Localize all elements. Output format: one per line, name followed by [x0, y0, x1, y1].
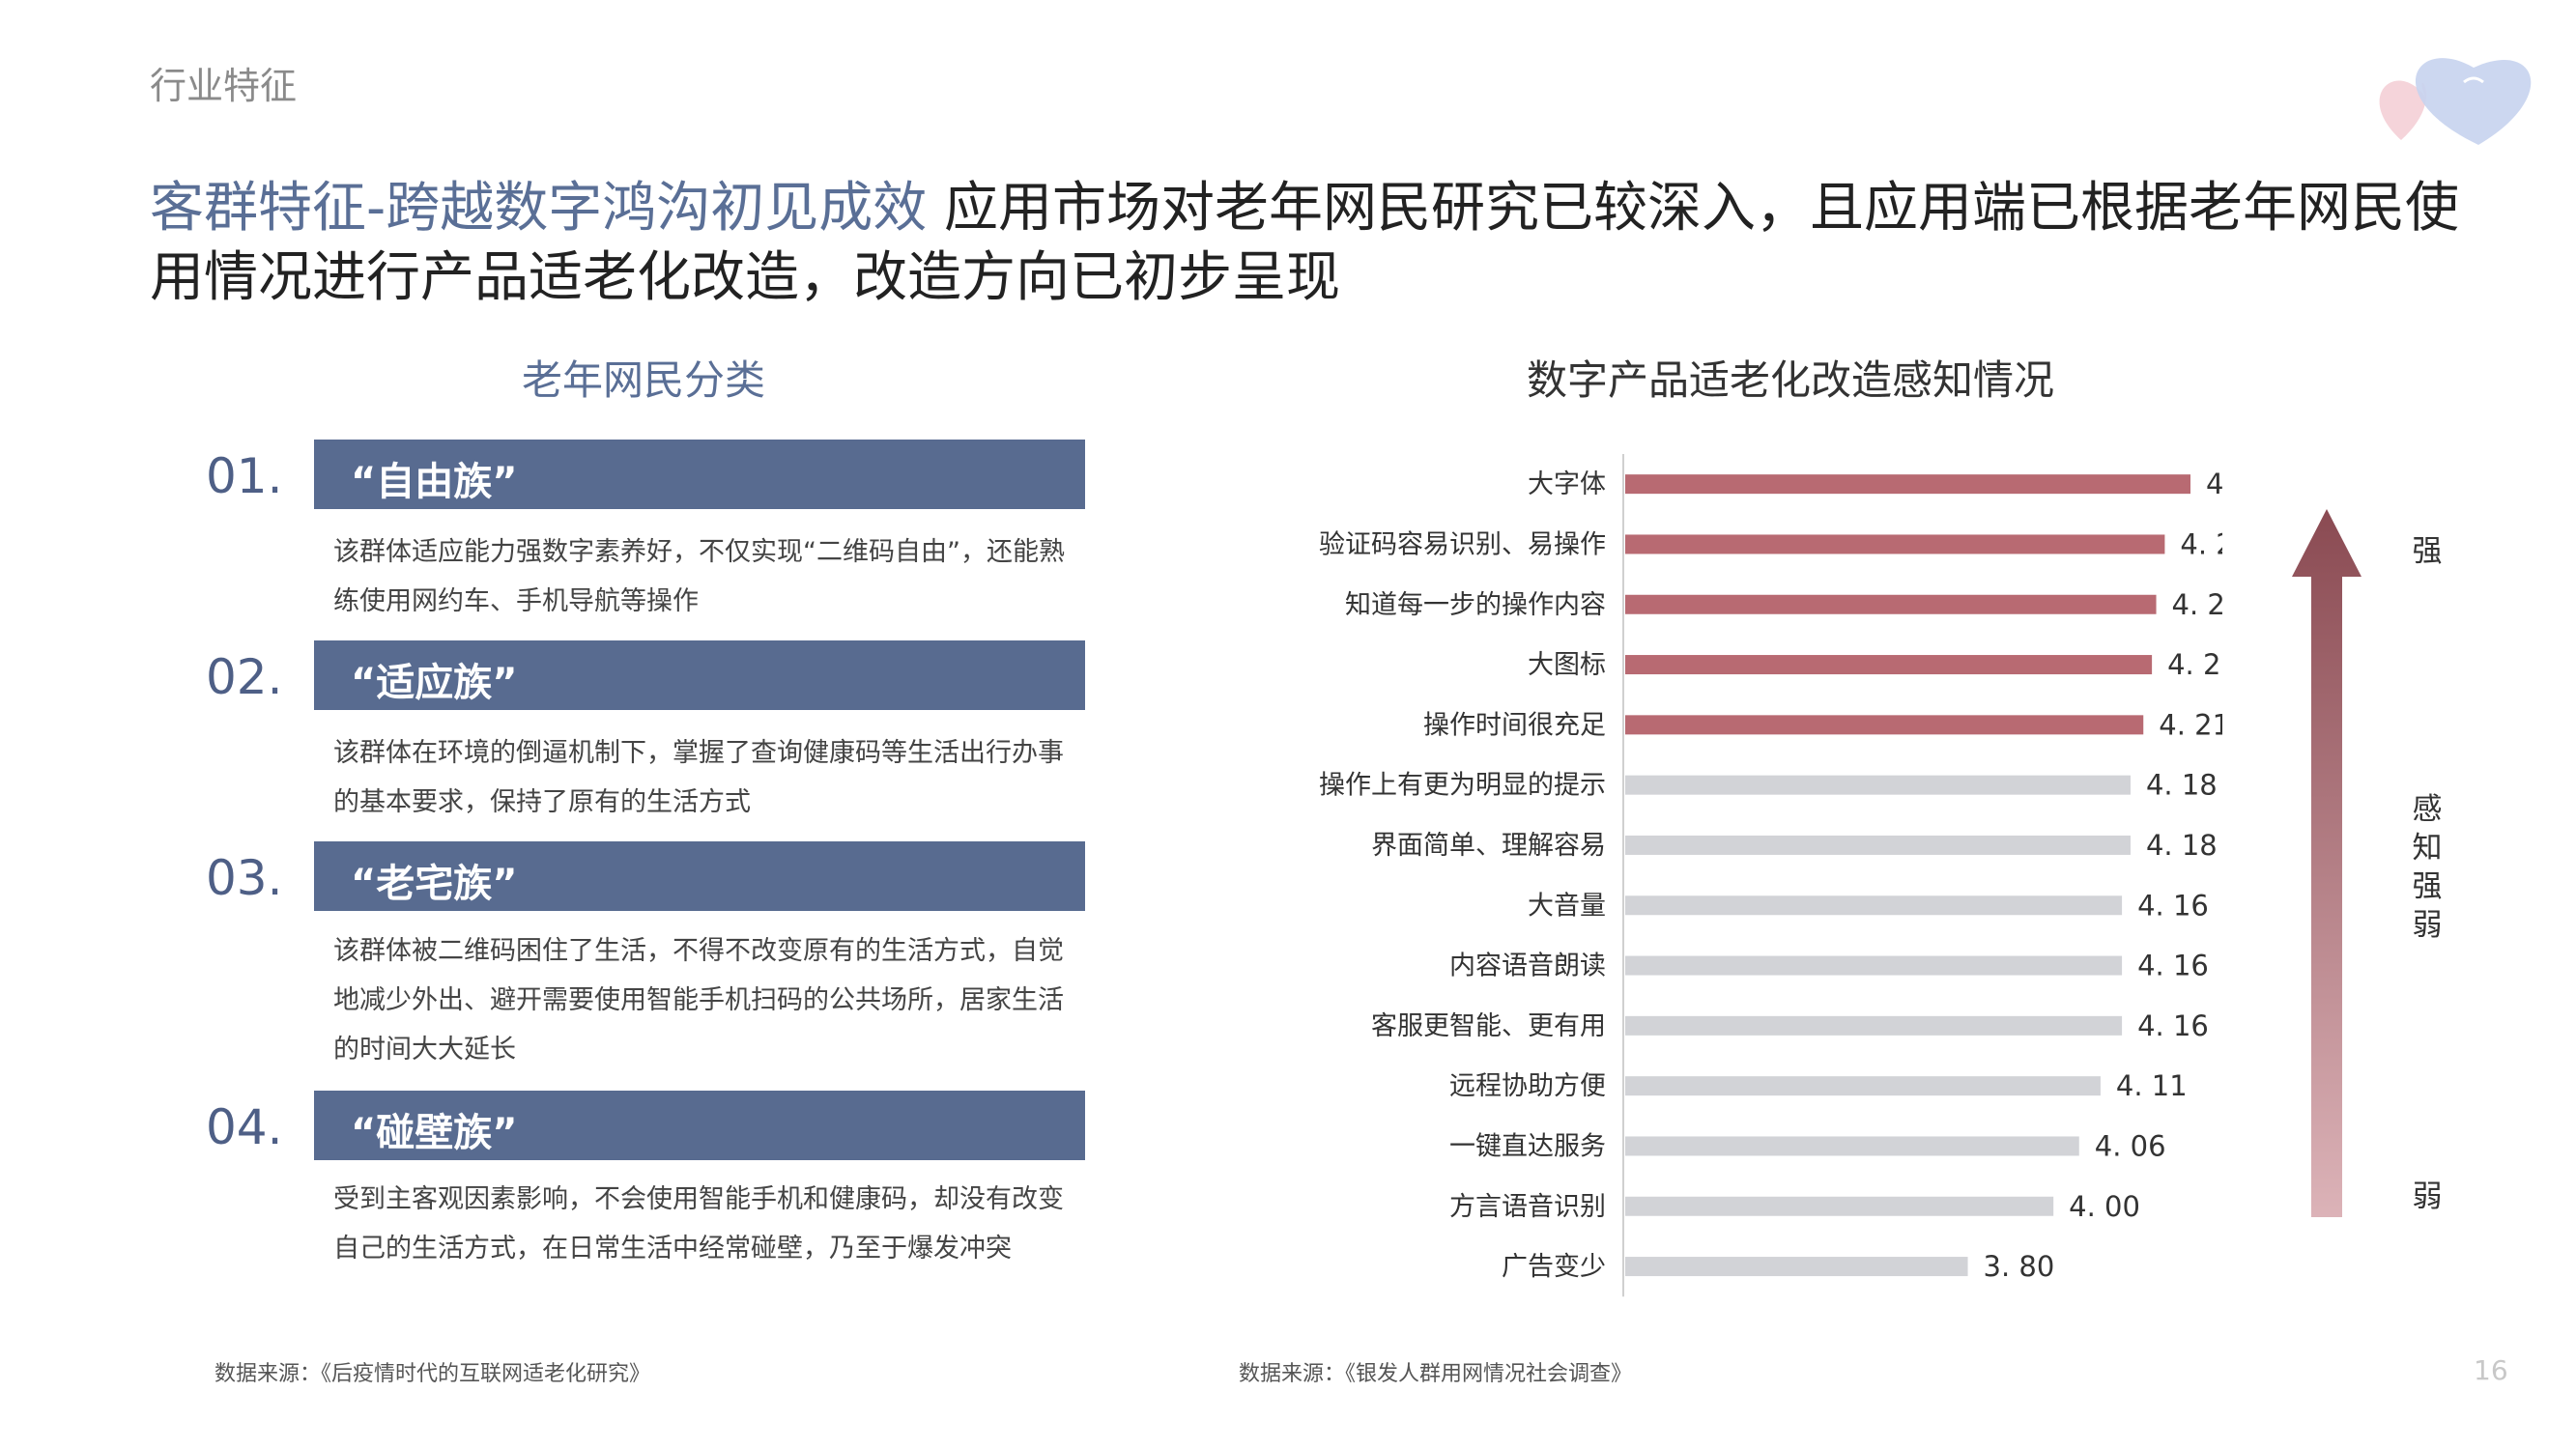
bar [1625, 1257, 1968, 1277]
bar-value-label: 4. 00 [2069, 1190, 2140, 1223]
bar [1625, 1136, 2079, 1156]
category-number: 02. [206, 649, 283, 705]
perception-arrow-icon [2292, 509, 2361, 1217]
category-tick-label: 方言语音识别 [1449, 1192, 1606, 1222]
arrow-label-strong: 强 [2412, 534, 2443, 569]
category-bar: “碰壁族” [314, 1091, 1085, 1160]
category-description: 受到主客观因素影响，不会使用智能手机和健康码，却没有改变自己的生活方式，在日常生… [333, 1184, 1064, 1264]
bar-value-label: 4. 16 [2137, 1009, 2209, 1042]
category-description: 该群体在环境的倒逼机制下，掌握了查询健康码等生活出行办事的基本要求，保持了原有的… [333, 738, 1064, 817]
category-tick-label: 界面简单、理解容易 [1371, 831, 1606, 861]
bar-value-label: 3. 80 [1984, 1250, 2055, 1283]
bar [1625, 534, 2165, 554]
bar [1625, 775, 2131, 795]
bar [1625, 474, 2190, 495]
section-tag: 行业特征 [150, 65, 298, 107]
bar [1625, 715, 2144, 735]
category-tick-label: 验证码容易识别、易操作 [1319, 529, 1606, 559]
bar-value-label: 4. 18 [2146, 829, 2218, 862]
bar-value-label: 4. 32 [2206, 468, 2222, 500]
perception-bar-chart: 大字体 4. 32 验证码容易识别、易操作 4. 26 知道每一步的操作内容 4. 24 大… [1319, 454, 2222, 1297]
bar [1625, 835, 2131, 855]
category-description: 该群体被二维码困住了生活，不得不改变原有的生活方式，自觉地减少外出、避开需要使用… [333, 936, 1064, 1065]
category-name: “老宅族” [351, 862, 518, 906]
category-bar: “自由族” [314, 440, 1085, 509]
bar-value-label: 4. 06 [2095, 1129, 2166, 1162]
category-tick-label: 一键直达服务 [1449, 1131, 1606, 1161]
category-name: “自由族” [351, 460, 518, 504]
category-tick-label: 操作时间很充足 [1423, 710, 1606, 740]
category-number: 01. [206, 448, 283, 504]
category-description: 该群体适应能力强数字素养好，不仅实现“二维码自由”，还能熟练使用网约车、手机导航… [333, 537, 1065, 616]
category-name: “适应族” [351, 661, 518, 705]
category-name: “碰壁族” [351, 1111, 518, 1155]
category-number: 04. [206, 1099, 283, 1155]
bar-value-label: 4. 24 [2172, 588, 2222, 621]
right-data-source: 数据来源：《银发人群用网情况社会调查》 [1239, 1362, 1633, 1386]
bar-value-label: 4. 11 [2116, 1069, 2188, 1102]
left-panel-title: 老年网民分类 [522, 356, 766, 404]
bar-value-label: 4. 21 [2159, 708, 2222, 741]
category-tick-label: 大图标 [1528, 650, 1606, 680]
bar-value-label: 4. 26 [2180, 527, 2222, 560]
arrow-label-middle: 感知强弱 [2412, 792, 2443, 943]
category-tick-label: 远程协助方便 [1449, 1071, 1606, 1101]
page-number: 16 [2474, 1354, 2508, 1386]
headline-accent: 客群特征-跨越数字鸿沟初见成效 [150, 177, 928, 240]
left-data-source: 数据来源：《后疫情时代的互联网适老化研究》 [215, 1362, 651, 1386]
bar [1625, 955, 2123, 976]
category-tick-label: 操作上有更为明显的提示 [1319, 771, 1606, 801]
bar-value-label: 4. 23 [2167, 648, 2222, 681]
category-bar: “老宅族” [314, 841, 1085, 911]
chart-title: 数字产品适老化改造感知情况 [1527, 356, 2055, 404]
category-tick-label: 内容语音朗读 [1449, 952, 1606, 981]
bar [1625, 655, 2153, 675]
headline: 客群特征-跨越数字鸿沟初见成效 应用市场对老年网民研究已较深入，且应用端已根据老… [150, 174, 2469, 313]
bar-value-label: 4. 18 [2146, 769, 2218, 802]
bar [1625, 1076, 2101, 1096]
category-number: 03. [206, 850, 283, 906]
category-tick-label: 大字体 [1528, 469, 1606, 499]
headline-rest: 应用市场对老年网民研究已较深入，且应用端已根据老年网民使用情况进行产品适老化改造… [150, 177, 2460, 309]
bar [1625, 1015, 2123, 1036]
category-tick-label: 大音量 [1528, 891, 1606, 921]
bar [1625, 594, 2157, 614]
arrow-label-weak: 弱 [2412, 1179, 2443, 1214]
enjoy-happiness-logo [2379, 58, 2532, 145]
category-bar: “适应族” [314, 640, 1085, 710]
bar [1625, 1196, 2054, 1216]
bar [1625, 895, 2123, 916]
category-tick-label: 知道每一步的操作内容 [1345, 590, 1606, 620]
bar-value-label: 4. 16 [2137, 950, 2209, 982]
bar-value-label: 4. 16 [2137, 889, 2209, 922]
category-tick-label: 广告变少 [1502, 1252, 1606, 1282]
category-tick-label: 客服更智能、更有用 [1371, 1011, 1606, 1041]
